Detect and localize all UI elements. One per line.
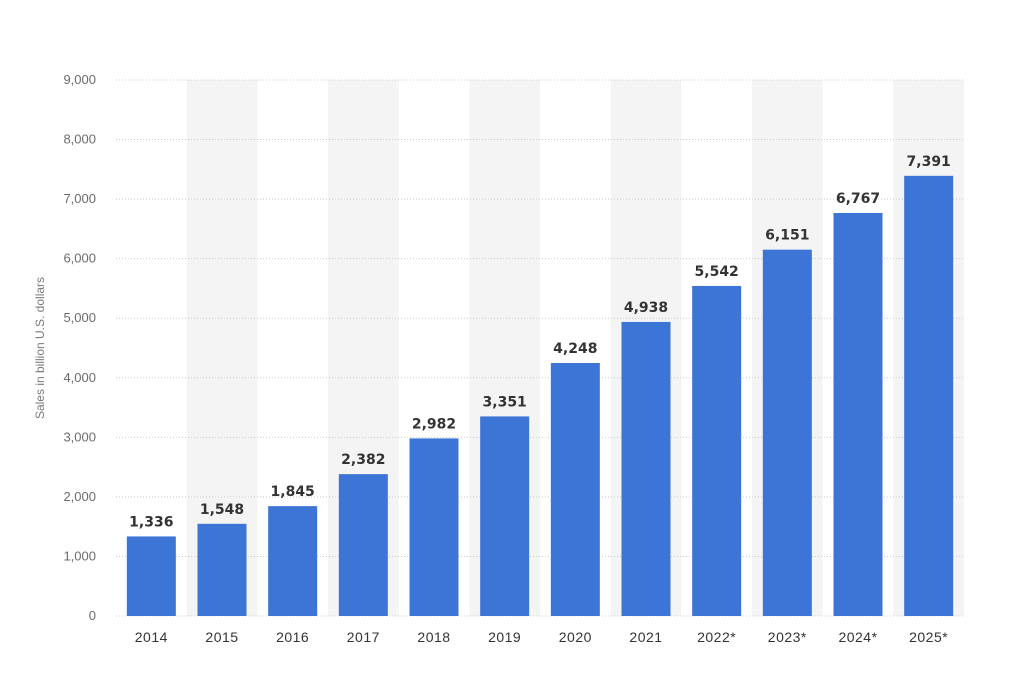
x-tick-label: 2023* [768, 629, 807, 645]
data-label: 6,151 [765, 228, 809, 244]
bar[interactable] [833, 212, 883, 616]
data-label: 2,382 [341, 452, 385, 468]
data-label: 1,845 [271, 484, 315, 500]
bar[interactable] [338, 474, 388, 616]
x-tick-label: 2020 [559, 629, 592, 645]
data-label: 2,982 [412, 416, 456, 432]
bar[interactable] [904, 175, 954, 616]
y-tick-label: 5,000 [63, 310, 96, 325]
bar[interactable] [409, 438, 459, 616]
gridlines [116, 79, 964, 617]
x-tick-label: 2017 [347, 629, 380, 645]
bar[interactable] [197, 523, 247, 616]
bar[interactable] [692, 285, 742, 616]
data-label: 1,548 [200, 502, 244, 518]
y-tick-label: 9,000 [63, 72, 96, 87]
x-tick-label: 2021 [629, 629, 662, 645]
data-label: 7,391 [907, 154, 951, 170]
data-label: 4,248 [553, 341, 597, 357]
y-tick-label: 8,000 [63, 132, 96, 147]
y-tick-label: 1,000 [63, 548, 96, 563]
x-tick-label: 2015 [205, 629, 238, 645]
bar[interactable] [126, 536, 176, 616]
y-tick-label: 7,000 [63, 191, 96, 206]
bars [126, 175, 954, 617]
data-labels: 1,336 1,548 1,845 2,382 2,982 3,351 4,248 4,938… [129, 154, 951, 531]
y-tick-label: 0 [89, 608, 96, 623]
bar[interactable] [621, 321, 671, 616]
data-label: 5,542 [695, 264, 739, 280]
data-label: 3,351 [483, 394, 527, 410]
y-tick-label: 4,000 [63, 370, 96, 385]
x-axis-ticks: 2014 2015 2016 2017 2018 2019 2020 2021 2022* 202… [135, 629, 948, 645]
y-axis-ticks: 0 1,000 2,000 3,000 4,000 5,000 6,000 7,000 8,00… [63, 72, 96, 623]
y-tick-label: 2,000 [63, 489, 96, 504]
x-tick-label: 2016 [276, 629, 309, 645]
bar[interactable] [480, 416, 530, 616]
x-tick-label: 2019 [488, 629, 521, 645]
data-label: 1,336 [129, 514, 173, 530]
x-tick-label: 2018 [417, 629, 450, 645]
data-label: 6,767 [836, 191, 880, 207]
x-tick-label: 2024* [838, 629, 877, 645]
bar[interactable] [268, 506, 318, 616]
y-tick-label: 6,000 [63, 251, 96, 266]
x-tick-label: 2022* [697, 629, 736, 645]
bar[interactable] [762, 249, 812, 617]
y-axis-title: Sales in billion U.S. dollars [33, 277, 47, 419]
data-label: 4,938 [624, 300, 668, 316]
y-tick-label: 3,000 [63, 429, 96, 444]
x-tick-label: 2014 [135, 629, 168, 645]
bar[interactable] [550, 363, 600, 616]
x-tick-label: 2025* [909, 629, 948, 645]
